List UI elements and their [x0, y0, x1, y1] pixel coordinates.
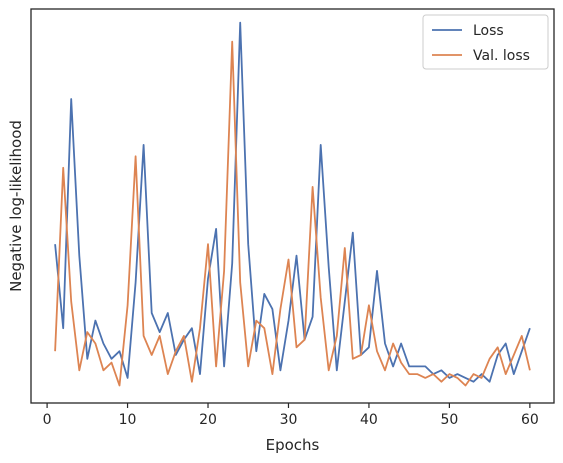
legend-label-loss: Loss [473, 23, 504, 39]
x-tick-label: 30 [280, 412, 298, 428]
y-axis-label: Negative log-likelihood [7, 120, 25, 292]
x-tick-label: 20 [199, 412, 217, 428]
legend-label-val-loss: Val. loss [473, 48, 530, 64]
x-tick-label: 50 [440, 412, 458, 428]
x-axis-label: Epochs [266, 436, 320, 454]
x-tick-label: 10 [119, 412, 137, 428]
x-axis: 0 10 20 30 40 50 60 [43, 403, 539, 428]
series-layer [54, 21, 531, 387]
x-tick-label: 0 [43, 412, 52, 428]
x-tick-label: 40 [360, 412, 378, 428]
series-line-val-loss [54, 40, 531, 387]
series-line-loss [54, 21, 531, 383]
plot-frame [30, 8, 555, 404]
x-tick-label: 60 [521, 412, 539, 428]
legend: Loss Val. loss [422, 14, 549, 70]
